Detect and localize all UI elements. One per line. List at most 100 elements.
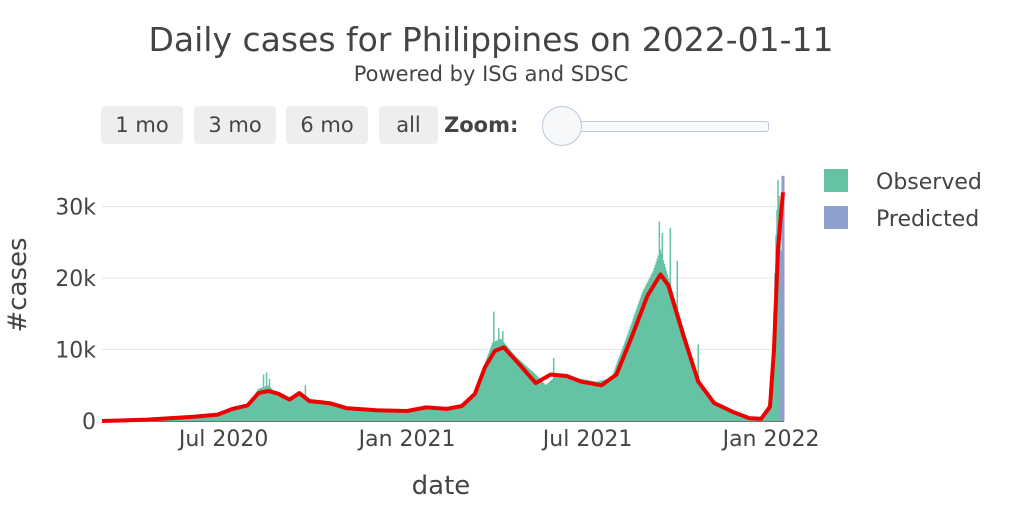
observed-bar bbox=[242, 407, 245, 421]
observed-bar bbox=[607, 378, 610, 421]
observed-bar bbox=[204, 416, 207, 421]
observed-bar bbox=[660, 253, 663, 421]
observed-bar bbox=[732, 413, 734, 421]
observed-bar bbox=[724, 409, 726, 421]
observed-bar bbox=[442, 407, 444, 421]
observed-bar bbox=[355, 409, 358, 421]
observed-bar bbox=[272, 390, 275, 421]
observed-bar bbox=[269, 387, 272, 421]
observed-bar bbox=[213, 415, 216, 421]
observed-bar bbox=[706, 392, 708, 421]
range-button-all[interactable]: all bbox=[379, 106, 438, 144]
observed-bar bbox=[262, 374, 265, 421]
observed-bar bbox=[317, 401, 320, 421]
observed-bar bbox=[712, 401, 714, 421]
legend-label-observed: Observed bbox=[876, 170, 982, 195]
observed-bar bbox=[323, 402, 326, 421]
observed-bar bbox=[479, 378, 481, 421]
observed-bar bbox=[664, 267, 667, 421]
observed-bar bbox=[402, 410, 404, 421]
range-button-6-months[interactable]: 6 mo bbox=[286, 106, 368, 144]
observed-bar bbox=[744, 416, 746, 421]
observed-bar bbox=[611, 375, 614, 421]
observed-bar bbox=[215, 414, 218, 421]
observed-bar bbox=[449, 407, 451, 421]
observed-bar bbox=[239, 407, 242, 421]
observed-bar bbox=[532, 372, 535, 421]
observed-bar bbox=[658, 221, 661, 421]
observed-bar bbox=[413, 409, 415, 421]
observed-bar bbox=[347, 408, 350, 421]
observed-bar bbox=[270, 388, 273, 421]
observed-bar bbox=[574, 377, 577, 421]
observed-bar bbox=[466, 400, 468, 421]
observed-bar bbox=[682, 328, 685, 421]
observed-bar bbox=[427, 406, 429, 421]
legend-item-predicted[interactable]: Predicted bbox=[824, 206, 979, 232]
observed-bar bbox=[614, 367, 617, 421]
observed-bar bbox=[365, 410, 367, 421]
observed-bar bbox=[223, 411, 226, 421]
observed-bar bbox=[283, 398, 286, 421]
observed-bar bbox=[285, 399, 288, 421]
observed-bar bbox=[499, 339, 501, 421]
observed-bar bbox=[535, 375, 538, 421]
observed-bar bbox=[708, 395, 710, 421]
observed-bar bbox=[493, 311, 495, 421]
observed-bar bbox=[722, 407, 724, 421]
observed-bar bbox=[238, 408, 241, 421]
observed-bar bbox=[245, 406, 248, 421]
observed-bar bbox=[541, 382, 544, 421]
observed-bar bbox=[767, 405, 769, 421]
observed-bar bbox=[250, 400, 253, 421]
observed-bar bbox=[445, 408, 447, 421]
observed-bar bbox=[468, 398, 470, 421]
observed-bar bbox=[240, 407, 243, 421]
observed-bar bbox=[616, 362, 619, 421]
observed-bar bbox=[713, 403, 715, 421]
legend-item-observed[interactable]: Observed bbox=[824, 169, 982, 195]
observed-bar bbox=[278, 396, 281, 421]
observed-bar bbox=[619, 353, 622, 421]
observed-bar bbox=[216, 414, 219, 421]
observed-bar bbox=[183, 417, 185, 421]
observed-bar bbox=[560, 375, 563, 421]
observed-bar bbox=[542, 383, 545, 421]
observed-bar bbox=[398, 410, 400, 421]
observed-bar bbox=[440, 407, 442, 421]
observed-bar bbox=[456, 406, 458, 421]
observed-bar bbox=[450, 407, 452, 421]
zoom-slider-track[interactable] bbox=[567, 121, 769, 132]
range-button-1-month[interactable]: 1 mo bbox=[101, 106, 183, 144]
observed-bar bbox=[621, 348, 624, 421]
observed-bar bbox=[651, 272, 654, 421]
observed-bar bbox=[315, 400, 318, 421]
observed-bar bbox=[319, 401, 322, 421]
observed-bar bbox=[501, 340, 503, 421]
zoom-slider-handle[interactable] bbox=[542, 106, 582, 146]
observed-bar bbox=[581, 379, 584, 421]
observed-bar bbox=[426, 406, 428, 421]
observed-bar bbox=[742, 415, 744, 421]
observed-bar bbox=[657, 255, 660, 421]
observed-bar bbox=[417, 408, 419, 421]
observed-bar bbox=[563, 375, 566, 421]
observed-bar bbox=[507, 347, 509, 421]
observed-bar bbox=[586, 380, 589, 421]
observed-bar bbox=[725, 409, 727, 421]
observed-bar bbox=[311, 400, 314, 421]
observed-bar bbox=[255, 392, 258, 421]
observed-bar bbox=[248, 403, 251, 421]
observed-bar bbox=[650, 274, 653, 421]
observed-bar bbox=[695, 371, 698, 421]
observed-bar bbox=[564, 376, 567, 421]
observed-bar bbox=[594, 381, 597, 421]
observed-bar bbox=[328, 403, 331, 421]
observed-bar bbox=[364, 410, 366, 421]
observed-bar bbox=[704, 389, 706, 421]
observed-bar bbox=[310, 399, 313, 421]
range-button-3-months[interactable]: 3 mo bbox=[194, 106, 276, 144]
observed-bar bbox=[733, 413, 735, 421]
observed-bar bbox=[509, 349, 511, 421]
